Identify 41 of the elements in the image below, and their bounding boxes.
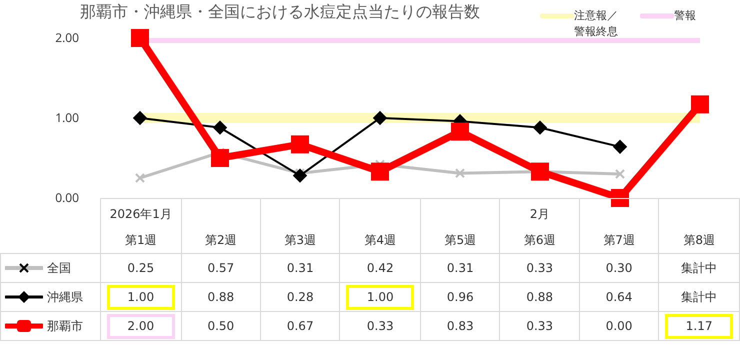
data-label: 0.28 [260,282,340,312]
data-label: 0.33 [340,312,421,340]
x-tick-label: 第3週 [260,198,340,254]
data-label: 0.67 [260,312,340,340]
y-tick-label: 2.00 [55,29,80,46]
data-label: 0.33 [500,312,580,340]
data-label: 0.83 [420,312,500,340]
text: 集計中 [681,260,718,274]
x-tick-label: 第2週 [181,198,261,254]
data-label: 0.30 [579,254,659,282]
x-tick-label: 2月第6週 [500,198,580,254]
legend-label: 沖縄県 [47,290,83,304]
data-label: 0.42 [340,254,421,282]
x-tick-label: 第8週 [658,198,740,254]
y-tick-label: 0.00 [55,189,80,206]
data-label: 0.25 [100,254,182,282]
y-tick-label: 1.00 [55,109,80,126]
data-label: 0.88 [181,282,261,312]
data-label: 0.96 [420,282,500,312]
text: 集計中 [681,290,718,304]
x-tick-label: 第4週 [340,198,421,254]
cell-frame: 1.17 [665,314,734,338]
data-label: 0.88 [500,282,580,312]
data-label: 0.33 [500,254,580,282]
x-tick-label: 第7週 [579,198,659,254]
x-tick-label: 2026年1月第1週 [100,198,182,254]
legend-label: 那覇市 [47,318,83,332]
x-tick-label: 第5週 [420,198,500,254]
data-label: 0.00 [579,312,659,340]
data-label: 0.31 [260,254,340,282]
cell-frame: 1.00 [346,284,414,310]
legend-label: 全国 [47,260,71,274]
legend-label: 警報 [674,8,696,24]
data-label: 0.64 [579,282,659,312]
chart-title: 那覇市・沖縄県・全国における水痘定点当たりの報告数 [80,2,480,22]
cell-frame: 1.00 [106,284,175,310]
data-label: 0.57 [181,254,261,282]
data-label: 0.50 [181,312,261,340]
legend-label: 注意報／警報終息 [574,8,619,40]
data-label: 0.31 [420,254,500,282]
cell-frame: 2.00 [106,314,175,338]
